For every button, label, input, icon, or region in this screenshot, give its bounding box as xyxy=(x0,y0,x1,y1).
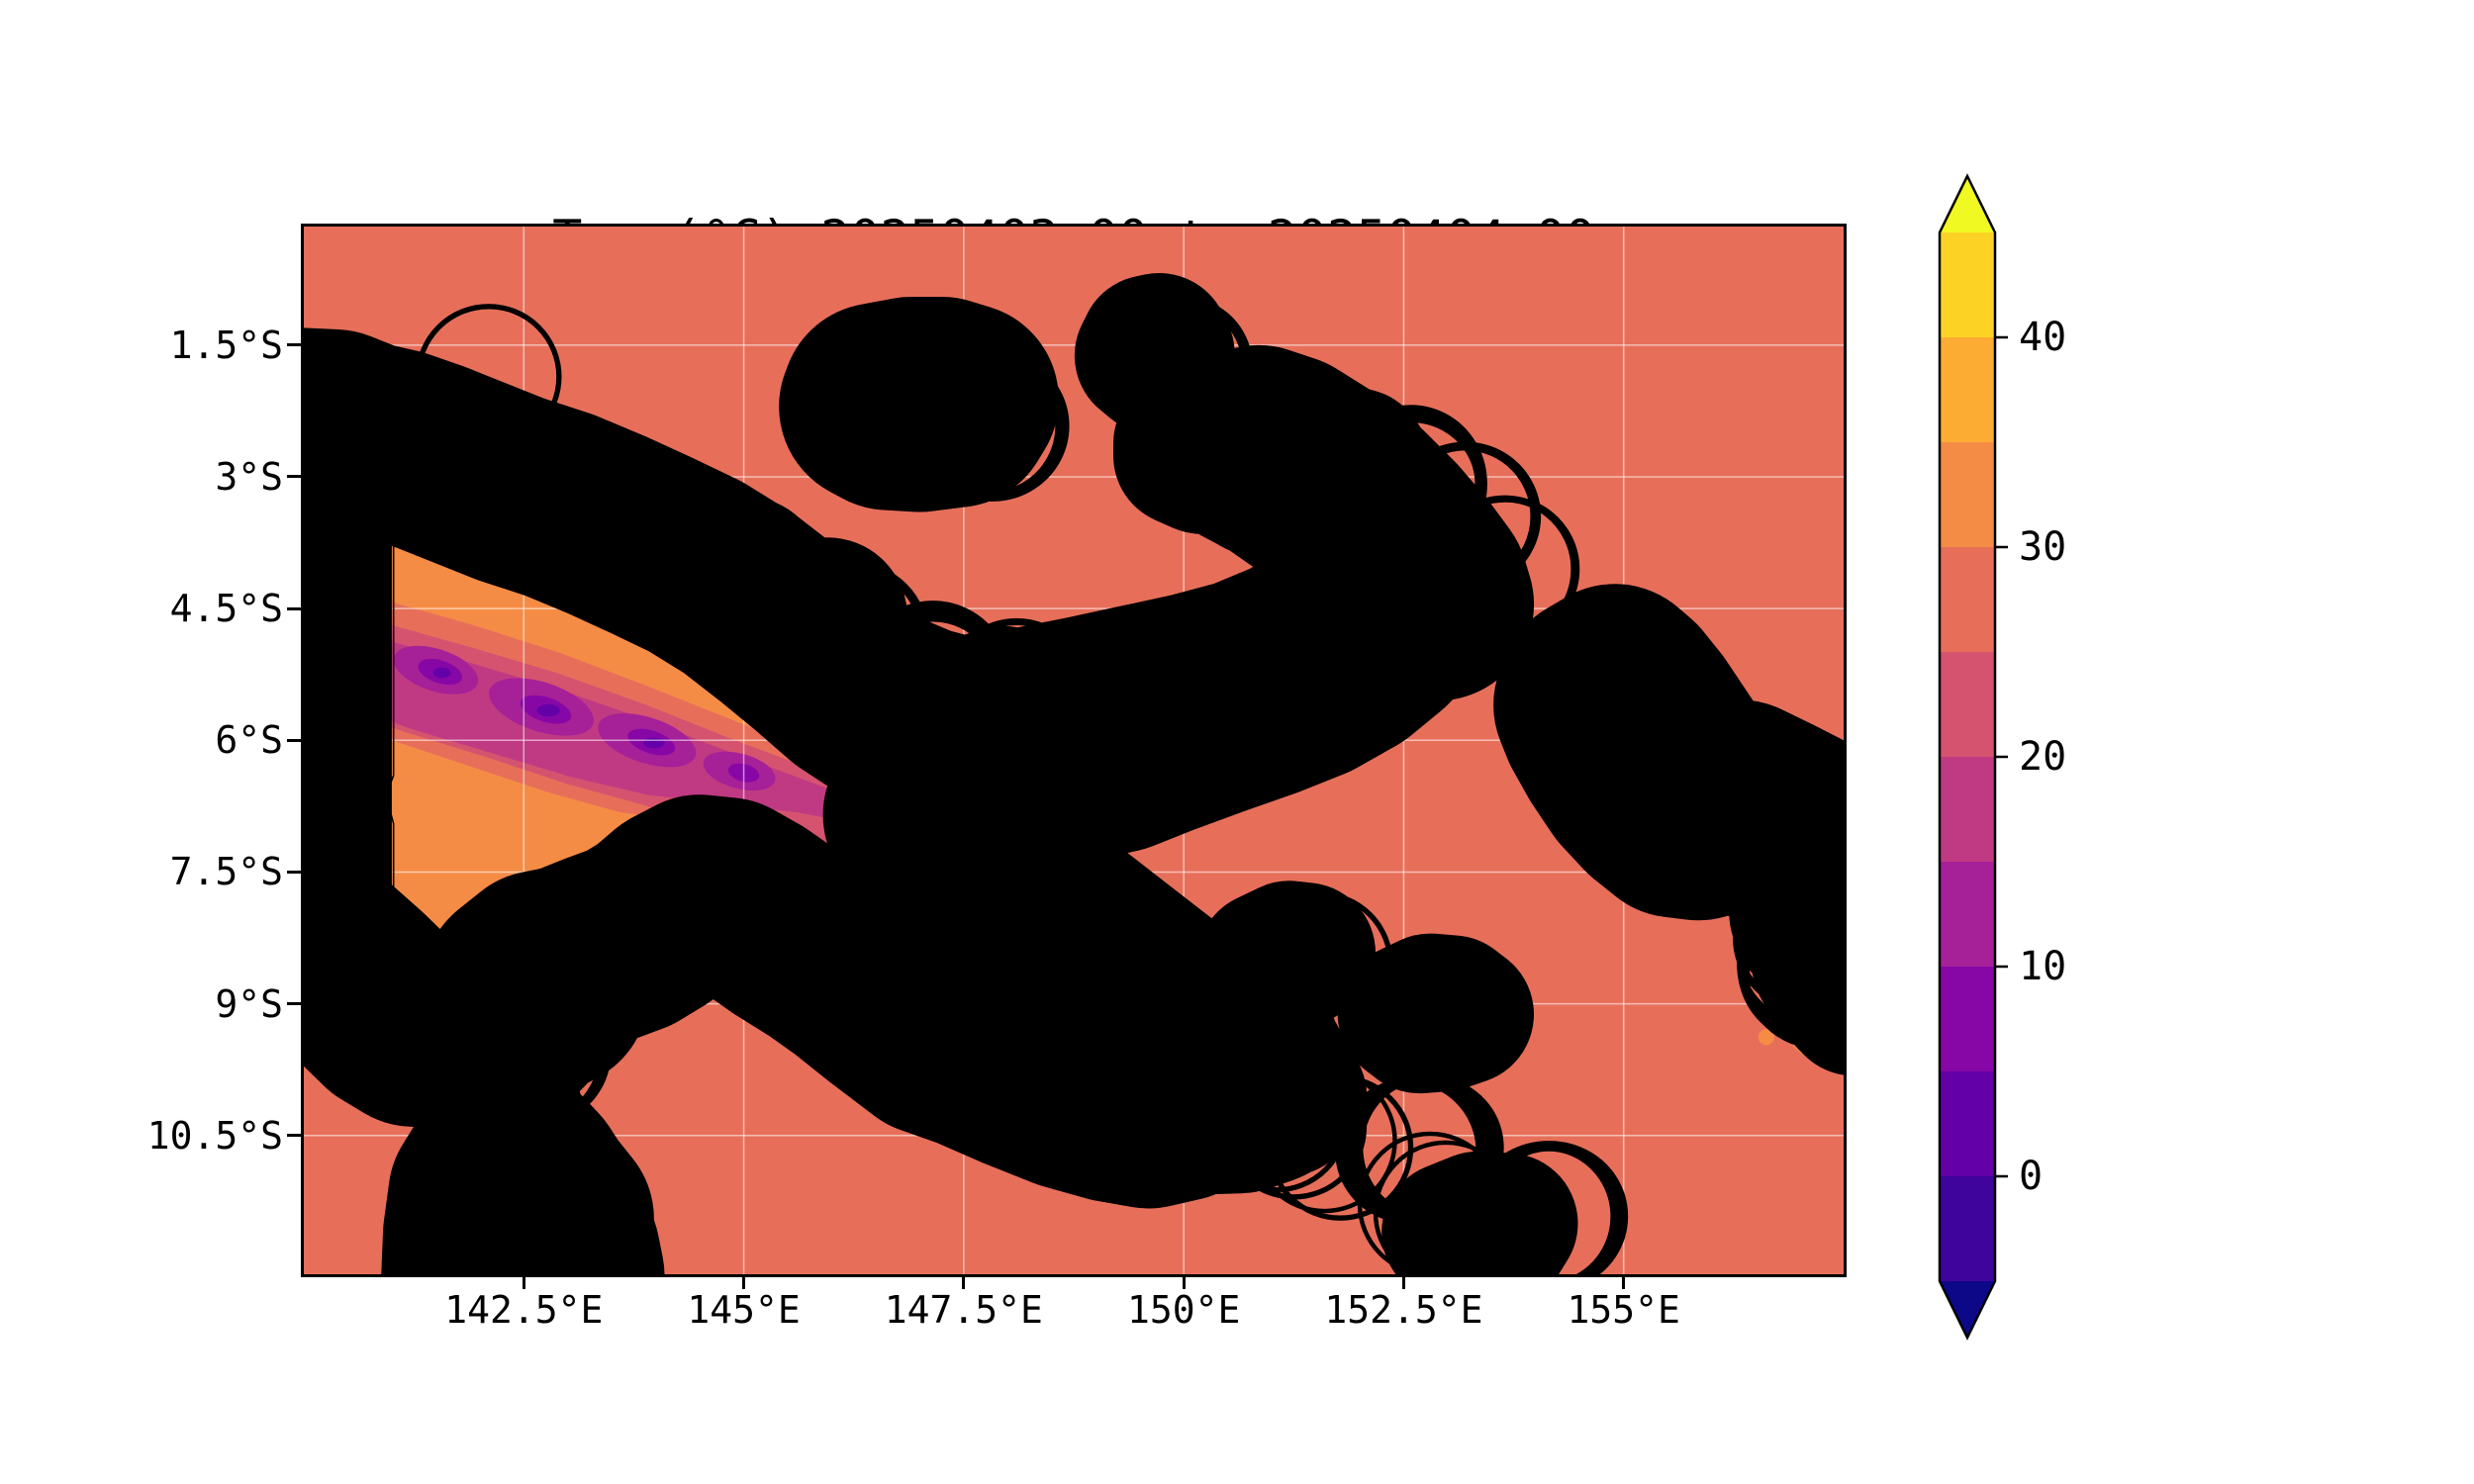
x-tick-mark xyxy=(1182,1275,1186,1289)
colorbar-tick-label: 10 xyxy=(2019,944,2067,989)
x-tick-mark xyxy=(1622,1275,1626,1289)
colorbar-outline xyxy=(1938,173,1997,1341)
colorbar-bin xyxy=(1940,652,1995,758)
x-tick-label: 145°E xyxy=(687,1288,801,1332)
y-tick-label: 6°S xyxy=(215,718,283,763)
colorbar-tick-label: 0 xyxy=(2019,1154,2044,1199)
y-tick-mark xyxy=(287,1002,301,1006)
x-tick-mark xyxy=(522,1275,525,1289)
coastlines xyxy=(304,273,1844,1274)
x-tick-mark xyxy=(1401,1275,1405,1289)
y-tick-mark xyxy=(287,1134,301,1138)
colorbar-bin xyxy=(1940,967,1995,1072)
x-tick-label: 152.5°E xyxy=(1324,1288,1483,1332)
colorbar-bin xyxy=(1940,232,1995,338)
x-tick-label: 142.5°E xyxy=(444,1288,604,1332)
colorbar-over-arrow xyxy=(1940,176,1995,232)
colorbar-bin xyxy=(1940,757,1995,863)
x-tick-mark xyxy=(962,1275,966,1289)
x-tick-label: 150°E xyxy=(1126,1288,1241,1332)
y-tick-label: 7.5°S xyxy=(169,850,283,894)
colorbar-bin xyxy=(1940,1176,1995,1282)
colorbar-under-arrow xyxy=(1940,1281,1995,1338)
colorbar-bin xyxy=(1940,547,1995,653)
y-tick-label: 10.5°S xyxy=(146,1113,283,1158)
y-tick-mark xyxy=(287,475,301,479)
fly-delta-channel xyxy=(528,969,604,975)
y-tick-label: 4.5°S xyxy=(169,587,283,631)
colorbar-bin xyxy=(1940,1071,1995,1177)
colorbar-bin xyxy=(1940,337,1995,443)
x-tick-label: 147.5°E xyxy=(884,1288,1043,1332)
colorbar-tick-label: 30 xyxy=(2019,524,2067,570)
x-tick-mark xyxy=(742,1275,746,1289)
y-tick-label: 9°S xyxy=(215,981,283,1026)
y-tick-mark xyxy=(287,606,301,610)
map xyxy=(304,227,1844,1274)
colorbar-tick-label: 20 xyxy=(2019,734,2067,780)
colorbar-tick-label: 40 xyxy=(2019,315,2067,360)
y-tick-label: 1.5°S xyxy=(169,323,283,367)
y-tick-mark xyxy=(287,870,301,874)
png-indonesia-border xyxy=(387,447,393,1018)
x-tick-label: 155°E xyxy=(1567,1288,1680,1332)
colorbar-bin xyxy=(1940,862,1995,968)
y-tick-label: 3°S xyxy=(215,454,283,499)
y-tick-mark xyxy=(287,343,301,347)
colorbar xyxy=(1938,173,2008,1341)
colorbar-bin xyxy=(1940,442,1995,548)
y-tick-mark xyxy=(287,738,301,742)
